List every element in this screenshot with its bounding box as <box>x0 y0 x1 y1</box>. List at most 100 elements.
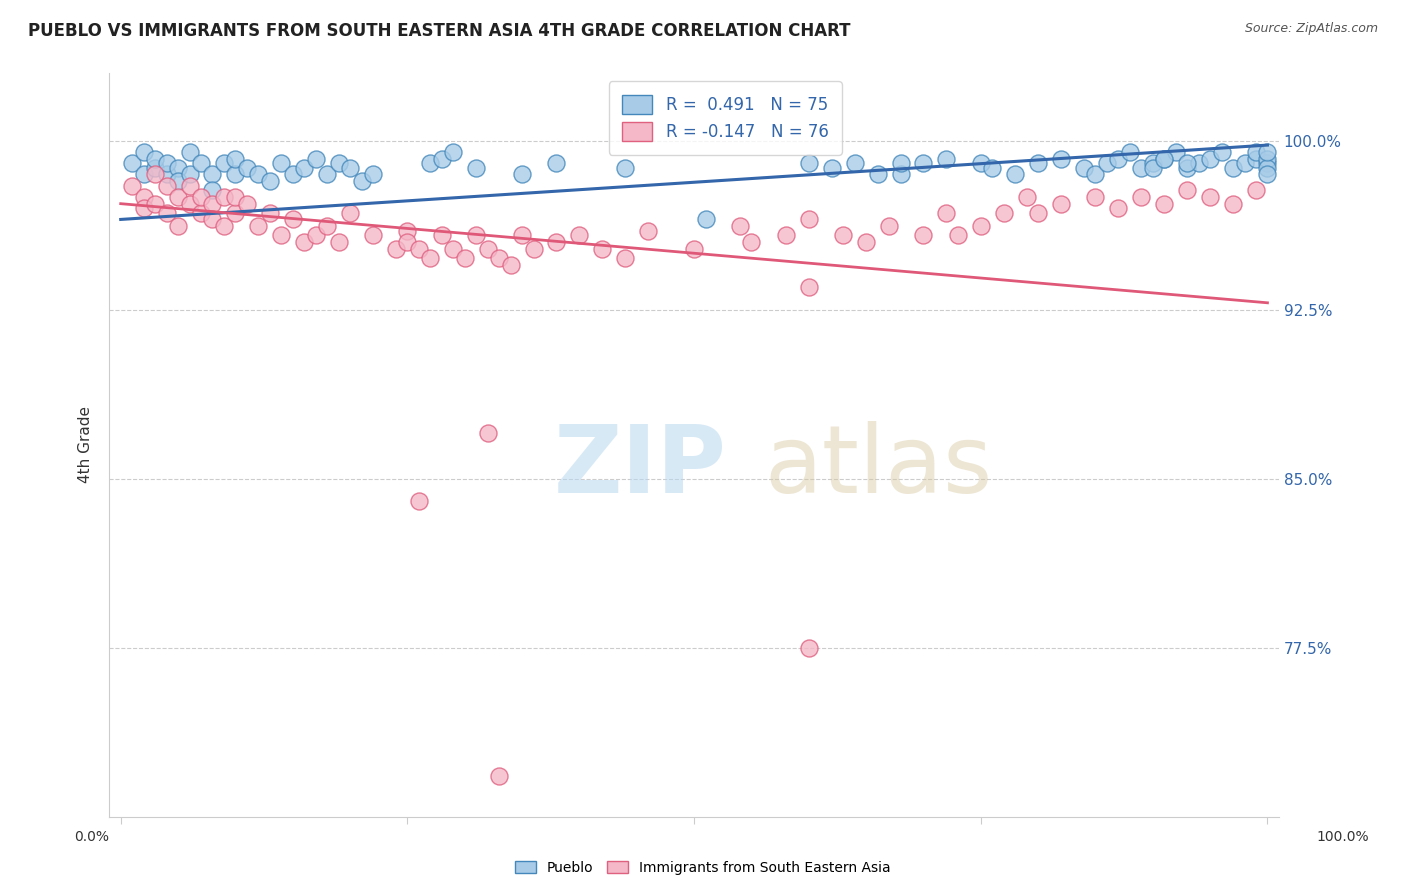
Point <box>935 152 957 166</box>
Point <box>224 167 246 181</box>
Point <box>212 190 235 204</box>
Point <box>1199 152 1222 166</box>
Point <box>396 235 419 249</box>
Point <box>155 205 177 219</box>
Point <box>190 205 212 219</box>
Point <box>1130 190 1153 204</box>
Point <box>316 167 339 181</box>
Point <box>855 235 877 249</box>
Point <box>419 251 441 265</box>
Point <box>430 152 453 166</box>
Point <box>201 196 224 211</box>
Point <box>1050 196 1073 211</box>
Point <box>212 219 235 234</box>
Point <box>1153 152 1175 166</box>
Point <box>155 178 177 193</box>
Point <box>797 640 820 655</box>
Point <box>143 167 166 181</box>
Point <box>408 494 430 508</box>
Point <box>167 174 190 188</box>
Point <box>361 167 384 181</box>
Point <box>396 224 419 238</box>
Point <box>1142 156 1164 170</box>
Point <box>946 228 969 243</box>
Point <box>316 219 339 234</box>
Point <box>1256 167 1278 181</box>
Text: 100.0%: 100.0% <box>1316 830 1369 844</box>
Point <box>1142 161 1164 175</box>
Point <box>167 161 190 175</box>
Point <box>1026 156 1049 170</box>
Point <box>510 167 533 181</box>
Point <box>121 178 143 193</box>
Point <box>247 167 270 181</box>
Point <box>155 156 177 170</box>
Point <box>591 242 613 256</box>
Y-axis label: 4th Grade: 4th Grade <box>79 406 93 483</box>
Point <box>1164 145 1187 159</box>
Point <box>1175 183 1198 197</box>
Point <box>1107 152 1129 166</box>
Point <box>522 242 544 256</box>
Point <box>832 228 855 243</box>
Point <box>477 242 499 256</box>
Point <box>993 205 1015 219</box>
Point <box>546 235 568 249</box>
Point <box>797 212 820 227</box>
Point <box>1211 145 1233 159</box>
Point <box>970 156 993 170</box>
Legend: R =  0.491   N = 75, R = -0.147   N = 76: R = 0.491 N = 75, R = -0.147 N = 76 <box>609 81 842 155</box>
Point <box>236 196 259 211</box>
Point <box>568 228 591 243</box>
Point <box>179 178 201 193</box>
Point <box>683 242 706 256</box>
Point <box>132 167 155 181</box>
Point <box>121 156 143 170</box>
Point <box>259 205 281 219</box>
Point <box>132 190 155 204</box>
Point <box>488 769 510 783</box>
Point <box>167 190 190 204</box>
Text: 0.0%: 0.0% <box>75 830 108 844</box>
Point <box>614 161 637 175</box>
Point <box>981 161 1004 175</box>
Point <box>201 167 224 181</box>
Point <box>179 145 201 159</box>
Point <box>797 280 820 294</box>
Point <box>328 235 350 249</box>
Point <box>167 219 190 234</box>
Point <box>339 161 361 175</box>
Point <box>1107 201 1129 215</box>
Point <box>143 161 166 175</box>
Point <box>292 235 315 249</box>
Point <box>155 167 177 181</box>
Point <box>1222 196 1244 211</box>
Point <box>546 156 568 170</box>
Point <box>912 228 935 243</box>
Point <box>201 212 224 227</box>
Point <box>281 167 304 181</box>
Point <box>1153 196 1175 211</box>
Point <box>419 156 441 170</box>
Point <box>305 152 328 166</box>
Point <box>1004 167 1026 181</box>
Point <box>499 258 522 272</box>
Text: atlas: atlas <box>765 421 993 513</box>
Point <box>866 167 889 181</box>
Point <box>1153 152 1175 166</box>
Point <box>132 145 155 159</box>
Point <box>328 156 350 170</box>
Point <box>1188 156 1211 170</box>
Point <box>970 219 993 234</box>
Point <box>1222 161 1244 175</box>
Point <box>1244 145 1267 159</box>
Point <box>1256 145 1278 159</box>
Point <box>270 228 292 243</box>
Point <box>224 152 246 166</box>
Point <box>935 205 957 219</box>
Point <box>1175 156 1198 170</box>
Point <box>1256 161 1278 175</box>
Point <box>190 190 212 204</box>
Point <box>132 201 155 215</box>
Point <box>350 174 373 188</box>
